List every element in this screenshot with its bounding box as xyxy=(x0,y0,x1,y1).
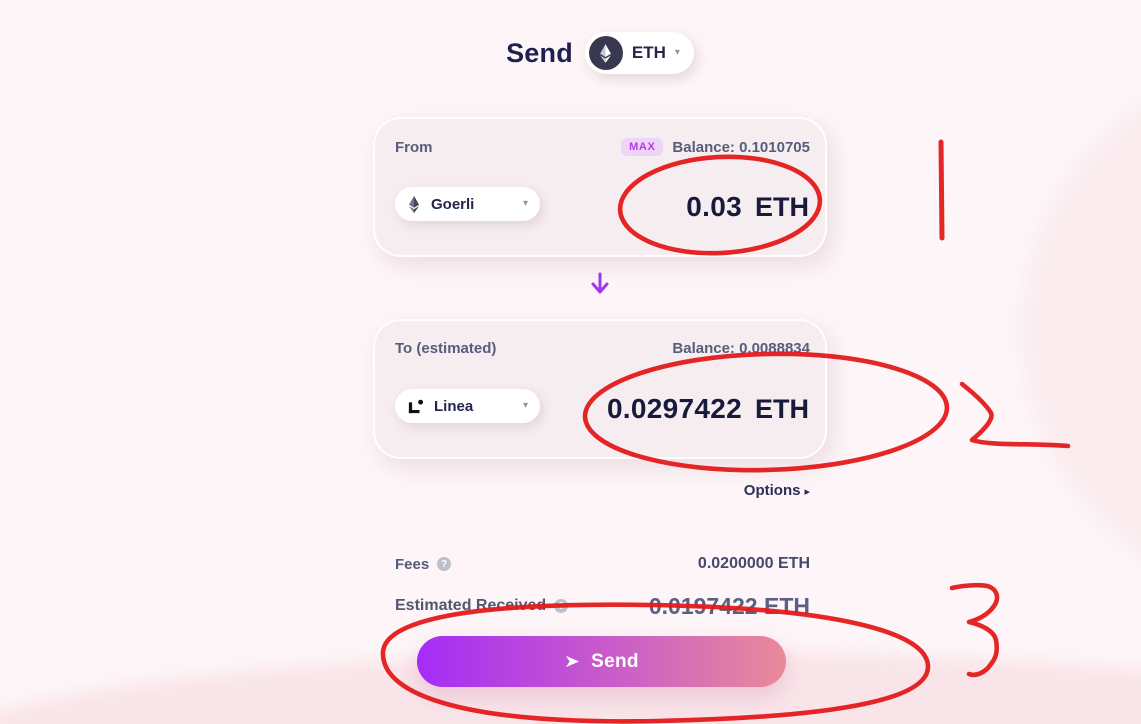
from-balance: Balance: 0.1010705 xyxy=(672,138,810,156)
chevron-down-icon: ▾ xyxy=(674,47,680,58)
linea-icon xyxy=(408,399,424,413)
help-icon[interactable]: ? xyxy=(554,599,569,613)
from-amount: 0.03 ETH xyxy=(686,191,809,223)
from-label: From xyxy=(395,138,433,156)
to-balance: Balance: 0.0088834 xyxy=(672,340,810,357)
from-amount-input[interactable]: 0.03 xyxy=(686,191,742,222)
chevron-down-icon: ▾ xyxy=(522,198,528,209)
arrow-down-icon xyxy=(591,272,609,294)
to-amount: 0.0297422 ETH xyxy=(607,393,809,425)
ethereum-icon xyxy=(408,195,420,213)
to-label: To (estimated) xyxy=(395,340,497,357)
transfer-direction-row xyxy=(373,269,827,299)
token-selector[interactable]: ETH ▾ xyxy=(584,32,694,74)
chevron-right-icon: ▸ xyxy=(804,486,810,498)
estimated-received-value: 0.0197422 ETH xyxy=(648,592,810,619)
from-card-header: From MAX Balance: 0.1010705 xyxy=(395,138,810,156)
fees-value: 0.0200000 ETH xyxy=(697,555,810,572)
options-label: Options xyxy=(743,482,801,499)
estimated-received-row: Estimated Received ? 0.0197422 ETH xyxy=(395,591,810,621)
to-card-header: To (estimated) Balance: 0.0088834 xyxy=(395,340,810,357)
fees-row: Fees ? 0.0200000 ETH xyxy=(395,553,810,575)
to-network-name: Linea xyxy=(434,397,474,415)
to-amount-value: 0.0297422 xyxy=(606,393,742,424)
from-network-name: Goerli xyxy=(431,195,475,213)
token-symbol: ETH xyxy=(631,43,666,62)
token-logo-circle xyxy=(588,36,623,70)
fees-label: Fees xyxy=(395,555,430,573)
to-amount-unit: ETH xyxy=(755,394,809,424)
fee-summary: Fees ? 0.0200000 ETH Estimated Received … xyxy=(395,553,810,621)
page-header: Send ETH ▾ xyxy=(373,30,827,76)
background-blob-right xyxy=(1022,60,1141,600)
annotation-mark-1-line xyxy=(938,139,945,241)
from-amount-unit: ETH xyxy=(755,192,809,222)
send-arrow-icon xyxy=(566,655,580,668)
help-icon[interactable]: ? xyxy=(437,557,452,571)
page-title: Send xyxy=(506,37,573,68)
send-button-label: Send xyxy=(591,650,639,672)
from-card: From MAX Balance: 0.1010705 Goerli ▾ 0.0… xyxy=(373,117,827,257)
to-network-selector[interactable]: Linea ▾ xyxy=(395,389,540,423)
send-button[interactable]: Send xyxy=(417,636,786,687)
eth-icon xyxy=(600,43,612,63)
options-toggle[interactable]: Options ▸ xyxy=(373,482,810,500)
chevron-down-icon: ▾ xyxy=(522,400,528,411)
from-network-selector[interactable]: Goerli ▾ xyxy=(395,187,540,221)
estimated-received-label: Estimated Received xyxy=(395,597,547,614)
to-card: To (estimated) Balance: 0.0088834 Linea … xyxy=(373,319,827,459)
max-button[interactable]: MAX xyxy=(621,138,664,156)
